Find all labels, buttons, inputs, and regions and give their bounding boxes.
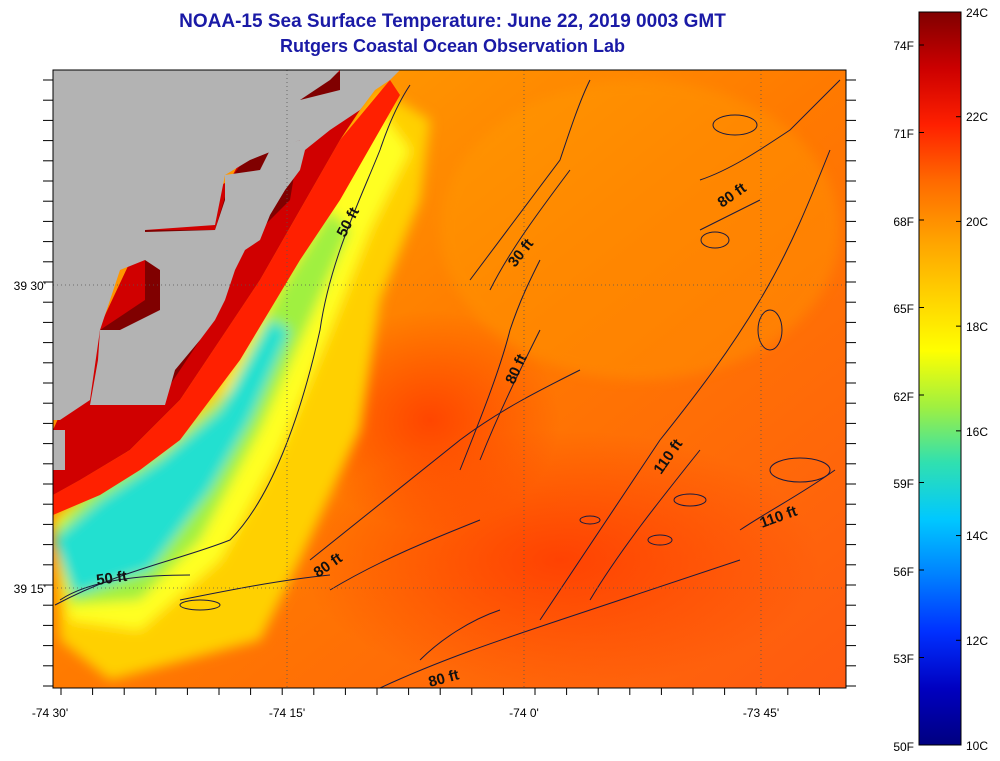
title-block: NOAA-15 Sea Surface Temperature: June 22… bbox=[0, 10, 905, 58]
colorbar: 24C 22C 20C 18C 16C 14C 12C 10C 74F 71F … bbox=[893, 6, 988, 754]
axis-ticks bbox=[43, 79, 856, 695]
land-area bbox=[53, 70, 846, 470]
celsius-label: 18C bbox=[966, 320, 988, 334]
fahrenheit-label: 53F bbox=[893, 652, 914, 666]
contour-label: 80 ft bbox=[427, 666, 461, 690]
lat-axis: 39 30' 39 15' bbox=[14, 279, 46, 596]
lon-label: -74 0' bbox=[509, 706, 539, 720]
fahrenheit-labels: 74F 71F 68F 65F 62F 59F 56F 53F 50F bbox=[893, 39, 914, 754]
colorbar-ticks bbox=[919, 11, 961, 746]
fahrenheit-label: 50F bbox=[893, 740, 914, 754]
lat-label: 39 30' bbox=[14, 279, 46, 293]
land-area bbox=[53, 70, 340, 420]
fahrenheit-label: 59F bbox=[893, 477, 914, 491]
celsius-label: 14C bbox=[966, 529, 988, 543]
map-title: NOAA-15 Sea Surface Temperature: June 22… bbox=[179, 11, 726, 32]
orange-patch bbox=[440, 80, 840, 380]
celsius-label: 20C bbox=[966, 215, 988, 229]
bathymetry-contours bbox=[54, 79, 841, 688]
lon-axis: -74 30' -74 15' -74 0' -73 45' bbox=[32, 706, 779, 720]
celsius-labels: 24C 22C 20C 18C 16C 14C 12C 10C bbox=[966, 6, 988, 753]
map-frame bbox=[52, 69, 847, 689]
lon-label: -74 30' bbox=[32, 706, 68, 720]
celsius-label: 22C bbox=[966, 110, 988, 124]
lon-label: -73 45' bbox=[743, 706, 779, 720]
celsius-label: 10C bbox=[966, 739, 988, 753]
coastal-gradient bbox=[53, 90, 430, 680]
map-subtitle: Rutgers Coastal Ocean Observation Lab bbox=[279, 36, 626, 56]
lat-label: 39 15' bbox=[14, 582, 46, 596]
celsius-label: 12C bbox=[966, 634, 988, 648]
fahrenheit-label: 74F bbox=[893, 39, 914, 53]
fahrenheit-label: 62F bbox=[893, 390, 914, 404]
celsius-label: 16C bbox=[966, 425, 988, 439]
lon-label: -74 15' bbox=[269, 706, 305, 720]
fahrenheit-label: 56F bbox=[893, 565, 914, 579]
fahrenheit-label: 71F bbox=[893, 127, 914, 141]
graticule bbox=[53, 70, 846, 688]
colorbar-scale bbox=[918, 11, 962, 746]
celsius-label: 24C bbox=[966, 6, 988, 20]
fahrenheit-label: 65F bbox=[893, 302, 914, 316]
contour-label: 50 ft bbox=[95, 568, 128, 589]
fahrenheit-label: 68F bbox=[893, 215, 914, 229]
sst-map: 50 ft 30 ft 80 ft 80 ft 110 ft 110 ft 50… bbox=[53, 70, 846, 690]
